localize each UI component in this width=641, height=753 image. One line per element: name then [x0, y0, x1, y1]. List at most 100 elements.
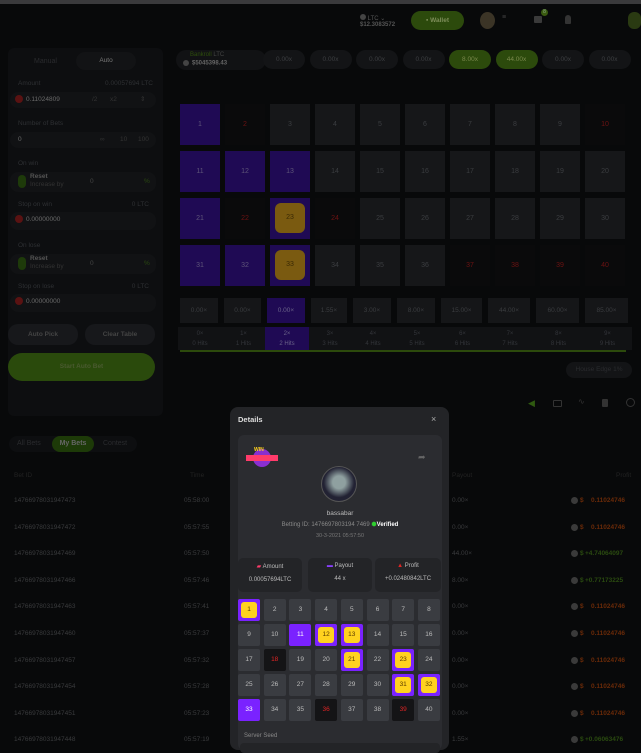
board-tile-24[interactable]: 24: [315, 198, 355, 239]
currency-selector[interactable]: LTC ⌄ $12.3083572: [360, 14, 395, 28]
board-tile-20[interactable]: 20: [585, 151, 625, 192]
stepper-icon[interactable]: ⇕: [140, 96, 146, 103]
amount-input[interactable]: 0.11024809 /2 x2 ⇕: [10, 92, 156, 108]
keyboard-icon[interactable]: [553, 400, 562, 407]
tab-all-bets[interactable]: All Bets: [17, 440, 41, 447]
board-tile-31[interactable]: 31: [180, 245, 220, 286]
table-row[interactable]: 14766978031947472 05:57:55 0.00× $0.1102474…: [0, 523, 641, 536]
auto-pick-button[interactable]: Auto Pick: [8, 324, 78, 345]
bell-icon[interactable]: [565, 15, 571, 24]
tab-manual[interactable]: Manual: [34, 58, 57, 65]
table-row[interactable]: 14766978031947454 05:57:28 0.00× $0.1102474…: [0, 683, 641, 695]
bets-tabs: All Bets My Bets Contest: [9, 436, 137, 452]
board-tile-25[interactable]: 25: [360, 198, 400, 239]
board-tile-1[interactable]: 1: [180, 104, 220, 145]
avatar[interactable]: [480, 12, 495, 29]
gem-icon: 1: [241, 602, 257, 618]
board-tile-35[interactable]: 35: [360, 245, 400, 286]
tab-contest[interactable]: Contest: [103, 440, 128, 447]
board-tile-13[interactable]: 13: [270, 151, 310, 192]
table-row[interactable]: 14766978031947451 05:57:23 0.00× $0.1102474…: [0, 709, 641, 722]
board-tile-29[interactable]: 29: [540, 198, 580, 239]
close-icon[interactable]: ×: [431, 414, 437, 424]
table-row[interactable]: 14766978031947466 05:57:46 8.00× $ +0.771732…: [0, 576, 641, 589]
reset-toggle[interactable]: [18, 257, 26, 270]
board-tile-9[interactable]: 9: [540, 104, 580, 145]
profit-currency: $: [580, 709, 584, 717]
board-tile-3[interactable]: 3: [270, 104, 310, 145]
profit-currency: $: [580, 603, 584, 611]
table-row[interactable]: 14766978031947463 05:57:41 0.00× $0.1102474…: [0, 603, 641, 615]
board-tile-30[interactable]: 30: [585, 198, 625, 239]
board-tile-6[interactable]: 6: [405, 104, 445, 145]
board-tile-33[interactable]: 33: [270, 245, 310, 286]
fairness-icon[interactable]: [602, 399, 608, 407]
board-tile-8[interactable]: 8: [495, 104, 535, 145]
table-row[interactable]: 14766978031947448 05:57:19 1.55× $ +0.060634…: [0, 736, 641, 748]
share-icon[interactable]: ➦: [418, 452, 426, 462]
payout-label: Payout: [334, 563, 354, 569]
board-tile-28[interactable]: 28: [495, 198, 535, 239]
table-row[interactable]: 14766978031947473 05:58:00 0.00× $0.1102474…: [0, 497, 641, 509]
modal-tile-34: 34: [263, 699, 286, 721]
inbox-icon[interactable]: [534, 16, 542, 23]
recent-multiplier: 0.00x: [356, 50, 398, 69]
on-lose-input[interactable]: Reset Increase by 0 %: [10, 254, 156, 274]
hundred-option[interactable]: 100: [138, 136, 149, 143]
shield-check-icon: ⬢: [371, 522, 377, 528]
board-tile-34[interactable]: 34: [315, 245, 355, 286]
table-row[interactable]: 14766978031947469 05:57:50 44.00× $ +4.74064…: [0, 550, 641, 562]
board-tile-36[interactable]: 36: [405, 245, 445, 286]
board-tile-18[interactable]: 18: [495, 151, 535, 192]
table-row[interactable]: 14766978031947460 05:57:37 0.00× $0.1102474…: [0, 630, 641, 642]
currency-label: LTC: [367, 16, 379, 22]
menu-icon[interactable]: ≡: [502, 14, 507, 21]
board-tile-38[interactable]: 38: [495, 245, 535, 286]
board-tile-19[interactable]: 19: [540, 151, 580, 192]
stop-lose-input[interactable]: 0.00000000: [10, 294, 156, 312]
tab-auto[interactable]: Auto: [76, 52, 136, 70]
board-tile-32[interactable]: 32: [225, 245, 265, 286]
wallet-button[interactable]: ▪ Wallet: [411, 11, 464, 30]
board-tile-23[interactable]: 23: [270, 198, 310, 239]
board-tile-22[interactable]: 22: [225, 198, 265, 239]
board-tile-16[interactable]: 16: [405, 151, 445, 192]
double-button[interactable]: x2: [110, 96, 117, 103]
ten-option[interactable]: 10: [120, 136, 128, 143]
on-win-input[interactable]: Reset Increase by 0 %: [10, 172, 156, 192]
board-tile-17[interactable]: 17: [450, 151, 490, 192]
table-row[interactable]: 14766978031947457 05:57:32 0.00× $0.1102474…: [0, 656, 641, 669]
board-tile-26[interactable]: 26: [405, 198, 445, 239]
board-tile-2[interactable]: 2: [225, 104, 265, 145]
board-tile-15[interactable]: 15: [360, 151, 400, 192]
board-tile-7[interactable]: 7: [450, 104, 490, 145]
board-tile-39[interactable]: 39: [540, 245, 580, 286]
server-seed-field[interactable]: [240, 743, 440, 753]
clear-table-button[interactable]: Clear Table: [85, 324, 155, 345]
tab-my-bets[interactable]: My Bets: [52, 436, 94, 452]
board-tile-10[interactable]: 10: [585, 104, 625, 145]
sound-icon[interactable]: ◀: [528, 398, 535, 408]
board-tile-37[interactable]: 37: [450, 245, 490, 286]
bet-time: 05:57:41: [184, 603, 210, 611]
help-icon[interactable]: [626, 398, 635, 407]
chat-icon[interactable]: [628, 12, 641, 29]
board-tile-21[interactable]: 21: [180, 198, 220, 239]
infinite-option[interactable]: ∞: [100, 136, 105, 143]
recent-multiplier: 44.00x: [495, 50, 538, 69]
board-tile-14[interactable]: 14: [315, 151, 355, 192]
stop-win-input[interactable]: 0.00000000: [10, 212, 156, 230]
start-auto-bet-button[interactable]: Start Auto Bet: [8, 353, 155, 381]
stats-icon[interactable]: ∿: [578, 397, 585, 406]
num-bets-input[interactable]: 0 ∞ 10 100: [10, 132, 156, 148]
board-tile-11[interactable]: 11: [180, 151, 220, 192]
half-button[interactable]: /2: [92, 96, 98, 103]
board-tile-40[interactable]: 40: [585, 245, 625, 286]
reset-toggle[interactable]: [18, 175, 26, 188]
num-bets-label: Number of Bets: [18, 120, 64, 127]
board-tile-12[interactable]: 12: [225, 151, 265, 192]
board-tile-5[interactable]: 5: [360, 104, 400, 145]
payout-value: 44 x: [334, 576, 346, 582]
board-tile-27[interactable]: 27: [450, 198, 490, 239]
board-tile-4[interactable]: 4: [315, 104, 355, 145]
